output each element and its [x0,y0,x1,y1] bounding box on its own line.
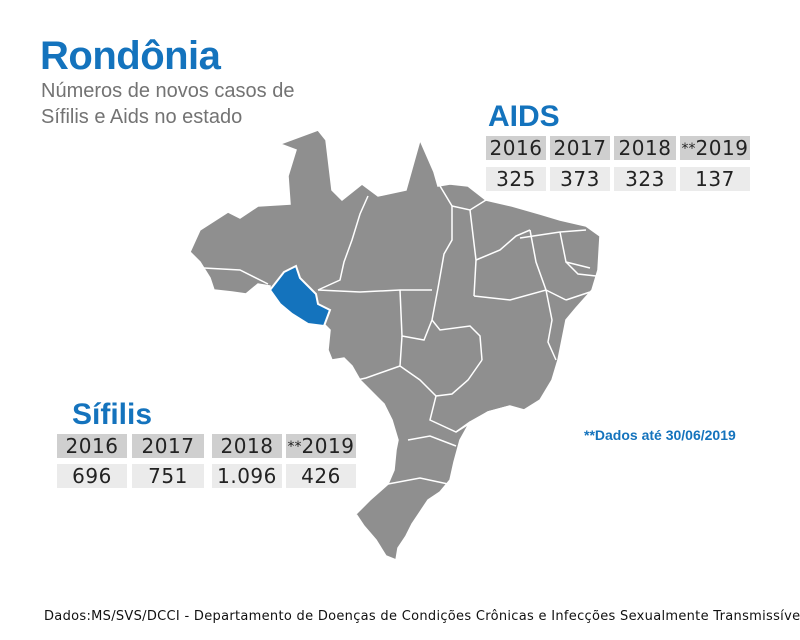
aids-year-cell: 2016 [486,136,546,160]
sifilis-value: 751 [148,464,188,488]
sifilis-value: 1.096 [217,464,277,488]
sifilis-year-cell: **2019 [286,434,356,458]
page-subtitle: Números de novos casos de Sífilis e Aids… [41,80,295,128]
sifilis-value: 426 [301,464,341,488]
sifilis-year-cell: 2018 [212,434,282,458]
sifilis-value: 696 [72,464,112,488]
sifilis-value-cell: 696 [57,464,127,488]
aids-value: 373 [560,167,600,191]
aids-year-label: 2017 [553,136,607,160]
data-date-note: **Dados até 30/06/2019 [584,427,736,443]
sifilis-year-label: 2019 [301,434,355,458]
aids-year-cell: 2017 [550,136,610,160]
aids-value-cell: 323 [614,167,676,191]
aids-year-label: 2016 [489,136,543,160]
state-borders [203,185,597,485]
sifilis-year-asterisk: ** [287,439,302,455]
sifilis-year-label: 2018 [220,434,274,458]
sifilis-value-cell: 1.096 [212,464,282,488]
source-footer: Dados:MS/SVS/DCCI - Departamento de Doen… [44,609,800,624]
aids-value-cell: 325 [486,167,546,191]
sifilis-year-cell: 2016 [57,434,127,458]
sifilis-title: Sífilis [72,398,153,431]
aids-value: 137 [695,167,735,191]
sifilis-year-cell: 2017 [132,434,204,458]
aids-year-cell: **2019 [680,136,750,160]
aids-title: AIDS [488,100,560,133]
brazil-outline [189,129,601,562]
aids-year-asterisk: ** [681,141,696,157]
aids-year-cell: 2018 [614,136,676,160]
aids-year-label: 2018 [618,136,672,160]
aids-value-cell: 137 [680,167,750,191]
sifilis-year-label: 2016 [65,434,119,458]
page-title: Rondônia [40,34,221,78]
rondonia-state [268,264,332,328]
sifilis-value-cell: 751 [132,464,204,488]
aids-value: 323 [625,167,665,191]
sifilis-year-label: 2017 [141,434,195,458]
aids-value-cell: 373 [550,167,610,191]
aids-year-label: 2019 [695,136,749,160]
sifilis-value-cell: 426 [286,464,356,488]
aids-value: 325 [496,167,536,191]
